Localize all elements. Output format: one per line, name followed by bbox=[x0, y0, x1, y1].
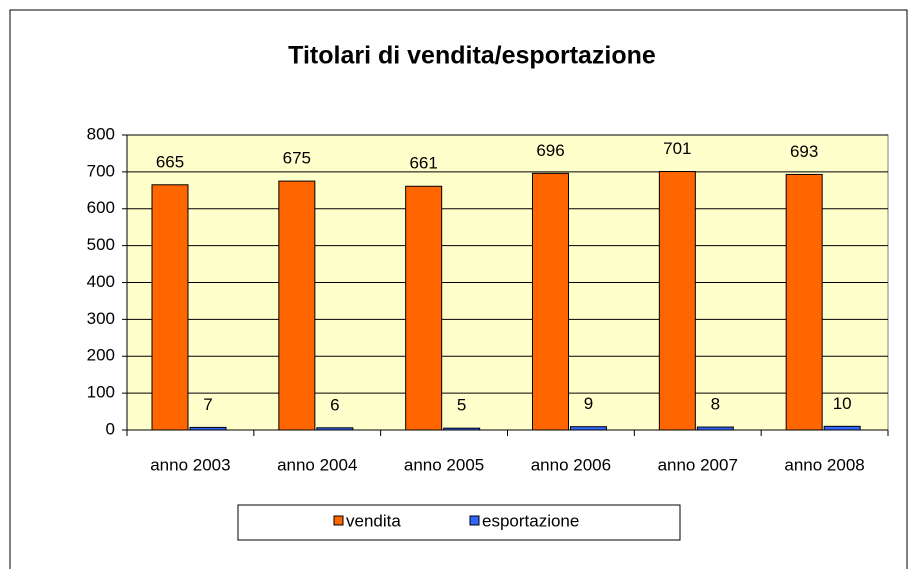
data-label: 665 bbox=[156, 152, 184, 171]
legend-swatch bbox=[333, 515, 344, 526]
data-label: 9 bbox=[584, 394, 593, 413]
x-tick-label: anno 2003 bbox=[150, 455, 230, 474]
legend-label: esportazione bbox=[482, 511, 579, 530]
bar bbox=[151, 184, 189, 431]
data-label: 661 bbox=[409, 154, 437, 173]
x-tick-label: anno 2007 bbox=[658, 455, 738, 474]
bar bbox=[658, 171, 696, 431]
y-tick-label: 200 bbox=[87, 346, 115, 365]
data-label: 7 bbox=[203, 395, 212, 414]
data-label: 6 bbox=[330, 395, 339, 414]
data-label: 675 bbox=[283, 149, 311, 168]
data-label: 693 bbox=[790, 142, 818, 161]
y-tick-label: 400 bbox=[87, 272, 115, 291]
x-tick-label: anno 2006 bbox=[531, 455, 611, 474]
legend-box bbox=[237, 504, 681, 541]
chart-title: Titolari di vendita/esportazione bbox=[288, 42, 656, 70]
y-tick-label: 600 bbox=[87, 198, 115, 217]
y-tick-label: 800 bbox=[87, 124, 115, 143]
bar bbox=[532, 172, 569, 431]
y-tick-label: 300 bbox=[87, 309, 115, 328]
y-tick-label: 700 bbox=[87, 161, 115, 180]
legend-swatch bbox=[469, 515, 480, 526]
bar bbox=[278, 180, 316, 431]
y-tick-label: 100 bbox=[87, 383, 115, 402]
bar bbox=[823, 425, 861, 431]
legend-label: vendita bbox=[346, 511, 401, 530]
data-label: 10 bbox=[833, 394, 852, 413]
data-label: 696 bbox=[536, 141, 564, 160]
x-tick-label: anno 2004 bbox=[277, 455, 357, 474]
x-tick-label: anno 2005 bbox=[404, 455, 484, 474]
data-label: 8 bbox=[711, 395, 720, 414]
bar bbox=[785, 173, 823, 431]
bar bbox=[405, 185, 443, 431]
y-tick-label: 0 bbox=[106, 419, 115, 438]
x-tick-label: anno 2008 bbox=[784, 455, 864, 474]
y-tick-label: 500 bbox=[87, 235, 115, 254]
data-label: 701 bbox=[663, 139, 691, 158]
data-label: 5 bbox=[457, 396, 466, 415]
